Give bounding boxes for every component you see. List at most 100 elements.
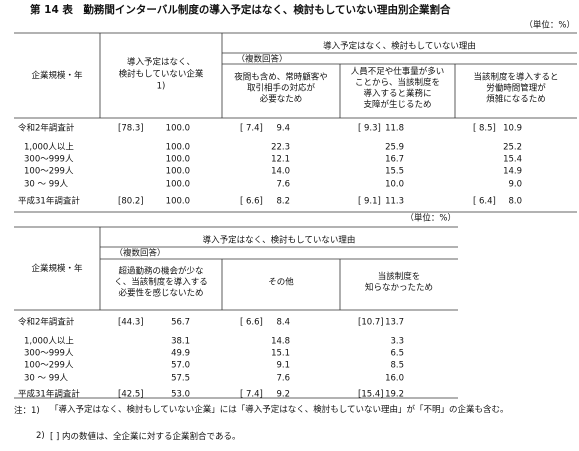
cell-value: 8.2 [276, 197, 290, 207]
cell-value: 10.0 [385, 180, 404, 190]
cell-share: [ 6.6] [240, 318, 263, 328]
cell-value: 25.9 [385, 143, 404, 153]
row-label: 令和2年調査計 [18, 123, 75, 134]
cell-share: [80.2] [118, 197, 144, 207]
cell-value: 100.0 [166, 143, 190, 153]
row-header: 企業規模・年 [31, 70, 83, 81]
column-header: その他 [268, 277, 294, 288]
cell-share: [10.7] [358, 318, 384, 328]
cell-value: 13.7 [385, 318, 404, 328]
column-header: 当該制度を導入すると [473, 72, 558, 83]
cell-value: 14.0 [271, 167, 290, 177]
cell-value: 56.7 [171, 318, 190, 328]
cell-value: 11.8 [385, 124, 404, 134]
note-text: [ ] 内の数値は、全企業に対する企業割合である。 [50, 432, 241, 442]
column-header: 夜間も含め、常時顧客や [234, 72, 328, 83]
cell-value: 11.3 [385, 197, 404, 207]
column-header: 当該制度を [378, 271, 421, 282]
cell-value: 12.1 [271, 155, 290, 165]
cell-value: 53.0 [171, 390, 190, 400]
cell-value: 7.6 [276, 180, 290, 190]
cell-share: [44.3] [118, 318, 144, 328]
note: 2) [ ] 内の数値は、全企業に対する企業割合である。 [14, 431, 574, 444]
column-header: 導入予定はなく、 [127, 57, 195, 68]
cell-share: [ 8.5] [473, 124, 496, 134]
cell-value: 7.6 [276, 374, 290, 384]
cell-share: [ 6.4] [473, 197, 496, 207]
cell-share: [ 6.6] [240, 197, 263, 207]
unit: （単位：%） [405, 213, 456, 224]
cell-value: 25.2 [503, 143, 522, 153]
group-header: 導入予定はなく、検討もしていない理由 [323, 41, 476, 52]
cell-value: 8.4 [276, 318, 290, 328]
cell-share: [42.5] [118, 390, 144, 400]
row-label: 平成31年調査計 [18, 196, 80, 207]
cell-value: 14.9 [503, 167, 522, 177]
row-label: 300～999人 [24, 155, 74, 165]
group-note: （複数回答） [236, 54, 287, 65]
column-header: 必要性を感じないため [118, 288, 203, 299]
row-label: 30 ～ 99人 [24, 374, 69, 384]
cell-value: 9.2 [276, 390, 290, 400]
cell-value: 9.0 [508, 180, 522, 190]
column-header: ことから、当該制度を [355, 77, 440, 88]
column-header: 超過勤務の機会が少な [118, 266, 203, 277]
cell-value: 57.5 [171, 374, 190, 384]
note-text: 「導入予定はなく、検討もしていない企業」には「導入予定はなく、検討もしていない理… [50, 405, 509, 415]
note-label: 注：1) [14, 406, 40, 416]
cell-value: 100.0 [166, 155, 190, 165]
cell-value: 14.8 [271, 337, 290, 347]
cell-value: 15.1 [271, 349, 290, 359]
column-header: 必要なため [260, 94, 303, 105]
row-label: 1,000人以上 [24, 337, 74, 347]
cell-value: 49.9 [171, 349, 190, 359]
cell-share: [ 9.1] [358, 197, 381, 207]
cell-value: 100.0 [166, 124, 190, 134]
column-header: 導入すると業務に [363, 88, 431, 99]
cell-value: 6.5 [390, 349, 404, 359]
cell-value: 57.0 [171, 361, 190, 371]
cell-value: 38.1 [171, 337, 190, 347]
cell-value: 10.9 [503, 124, 522, 134]
cell-share: [ 7.4] [240, 124, 263, 134]
column-header: 知らなかったため [365, 282, 433, 293]
row-label: 30 ～ 99人 [24, 180, 69, 190]
title: 第 14 表 勤務間インターバル制度の導入予定はなく、検討もしていない理由別企業… [30, 3, 451, 16]
unit: （単位：%） [524, 20, 575, 31]
column-header: 労働時間管理が [486, 83, 546, 94]
cell-share: [15.4] [358, 390, 384, 400]
column-header: 取引相手の対応が [247, 83, 316, 94]
cell-value: 100.0 [166, 197, 190, 207]
group-note: （複数回答） [114, 248, 165, 259]
row-label: 100～299人 [24, 361, 74, 371]
row-label: 300～999人 [24, 349, 74, 359]
row-header: 企業規模・年 [31, 263, 83, 274]
row-label: 100～299人 [24, 167, 74, 177]
column-header: 人員不足や仕事量が多い [351, 66, 445, 77]
column-header: 検討もしていない企業 [119, 69, 204, 80]
column-header: 煩雑になるため [486, 94, 546, 105]
cell-value: 22.3 [271, 143, 290, 153]
group-header: 導入予定はなく、検討もしていない理由 [203, 235, 356, 246]
column-header: く、当該制度を導入する [114, 277, 208, 288]
column-header: 支障が生じるため [363, 99, 431, 110]
cell-value: 3.3 [390, 337, 404, 347]
note-label: 2) [36, 431, 45, 441]
cell-value: 16.7 [385, 155, 404, 165]
cell-value: 8.5 [390, 361, 404, 371]
cell-share: [ 7.4] [240, 390, 263, 400]
note: 注：1) 「導入予定はなく、検討もしていない企業」には「導入予定はなく、検討もし… [14, 404, 574, 417]
cell-value: 8.0 [508, 197, 522, 207]
cell-value: 15.5 [385, 167, 404, 177]
row-label: 令和2年調査計 [18, 317, 75, 328]
row-label: 平成31年調査計 [18, 389, 80, 400]
cell-value: 100.0 [166, 167, 190, 177]
row-label: 1,000人以上 [24, 143, 74, 153]
cell-value: 16.0 [385, 374, 404, 384]
cell-value: 9.4 [276, 124, 290, 134]
column-header: 1) [157, 82, 166, 92]
cell-value: 100.0 [166, 180, 190, 190]
cell-share: [78.3] [118, 124, 144, 134]
